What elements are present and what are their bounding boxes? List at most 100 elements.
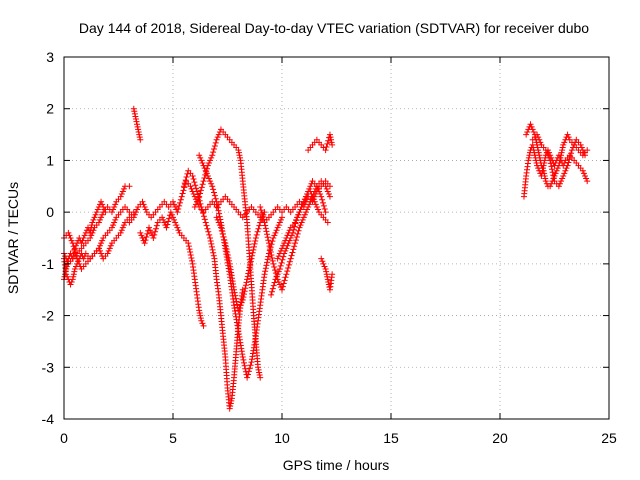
data-point	[323, 271, 330, 278]
data-point	[191, 203, 198, 210]
data-point	[580, 149, 587, 156]
data-point	[126, 209, 133, 216]
data-point	[560, 141, 567, 148]
data-point	[189, 172, 196, 179]
data-point	[108, 224, 115, 231]
data-point	[67, 235, 74, 241]
data-point	[192, 182, 199, 189]
data-point	[530, 128, 537, 135]
data-point	[323, 143, 330, 150]
data-point	[140, 201, 147, 208]
data-point	[584, 178, 591, 185]
x-tick-label: 20	[492, 430, 508, 446]
data-point	[239, 353, 246, 360]
data-point	[302, 193, 309, 200]
data-point	[199, 320, 206, 327]
data-point	[218, 227, 225, 234]
data-point	[62, 253, 69, 260]
data-point	[264, 259, 271, 266]
data-point	[295, 227, 302, 234]
data-point	[329, 271, 336, 278]
data-point	[283, 235, 290, 241]
data-point	[244, 371, 251, 378]
data-point	[203, 170, 210, 177]
data-point	[542, 178, 549, 185]
data-point	[265, 240, 272, 247]
data-point	[285, 229, 292, 236]
data-point	[118, 227, 125, 234]
data-point	[133, 118, 140, 125]
data-point	[197, 187, 204, 194]
data-point	[193, 185, 200, 192]
data-point	[236, 304, 243, 311]
data-point	[560, 172, 567, 179]
data-point	[524, 128, 531, 135]
data-point	[296, 224, 303, 231]
data-point	[99, 201, 106, 208]
data-point	[328, 136, 335, 143]
data-point	[299, 201, 306, 208]
data-point	[225, 254, 232, 261]
data-point	[322, 209, 329, 216]
data-point	[562, 167, 569, 174]
data-point	[275, 253, 282, 260]
data-point	[120, 222, 127, 229]
data-point	[220, 233, 227, 240]
y-tick-label: 2	[46, 101, 54, 117]
data-point	[178, 193, 185, 200]
data-point	[264, 234, 271, 241]
data-point	[164, 221, 171, 228]
data-point	[267, 249, 274, 256]
x-tick-label: 0	[60, 430, 68, 446]
data-point	[276, 219, 283, 226]
data-point	[91, 214, 98, 221]
data-point	[190, 191, 197, 198]
data-point	[326, 131, 333, 138]
data-point	[208, 240, 215, 247]
data-point	[180, 183, 187, 190]
chart-title: Day 144 of 2018, Sidereal Day-to-day VTE…	[79, 20, 589, 36]
data-point	[67, 281, 74, 288]
data-point	[171, 201, 178, 208]
data-point	[244, 273, 251, 280]
data-point	[252, 237, 259, 244]
data-point	[268, 288, 275, 295]
data-point	[580, 170, 587, 177]
data-point	[188, 254, 195, 261]
data-point	[231, 286, 238, 293]
data-point	[269, 285, 276, 292]
data-point	[568, 150, 575, 157]
data-point	[253, 231, 260, 238]
data-point	[525, 157, 532, 164]
data-point	[252, 235, 259, 241]
data-point	[265, 253, 272, 260]
data-point	[233, 298, 240, 305]
data-point	[213, 214, 220, 221]
data-point	[206, 231, 213, 238]
data-point	[530, 144, 537, 151]
data-point	[131, 211, 138, 218]
data-point	[256, 372, 263, 379]
data-point	[287, 255, 294, 262]
data-point	[108, 209, 115, 216]
data-point	[322, 183, 329, 190]
data-point	[219, 230, 226, 237]
data-point	[258, 210, 265, 217]
data-point	[75, 258, 82, 265]
data-point	[325, 137, 332, 144]
data-point	[227, 403, 234, 410]
data-point	[186, 246, 193, 253]
data-point	[247, 261, 254, 268]
data-point	[241, 359, 248, 366]
data-point	[199, 160, 206, 167]
data-point	[130, 105, 137, 112]
y-tick-labels: -4 -3 -2 -1 0 1 2 3	[42, 49, 55, 427]
y-tick-label: 1	[46, 152, 54, 168]
data-point	[98, 198, 105, 205]
data-point	[198, 157, 205, 164]
data-point	[275, 268, 282, 275]
data-point	[143, 233, 150, 240]
data-point	[235, 147, 242, 154]
data-point	[279, 245, 285, 252]
data-point	[313, 203, 320, 210]
